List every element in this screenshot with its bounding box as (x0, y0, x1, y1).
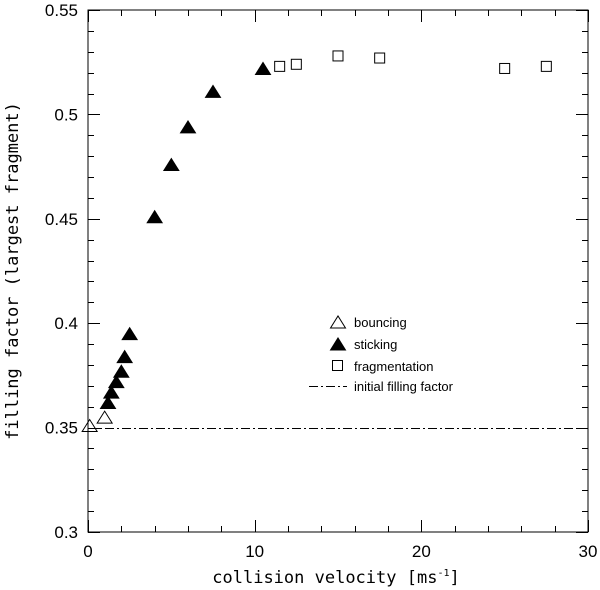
plot-frame (87, 9, 589, 533)
fragmentation-point (540, 60, 552, 72)
y-tick-label: 0.3 (54, 523, 78, 542)
x-axis-title-close: ] (449, 568, 459, 588)
fragmentation-point (290, 58, 302, 70)
minor-ticks (88, 10, 589, 533)
x-axis-title-text: collision velocity [ms (212, 568, 437, 588)
major-ticks (88, 10, 589, 533)
x-tick-labels: 0 10 20 30 (83, 542, 597, 561)
y-tick-label: 0.5 (54, 105, 78, 124)
fragmentation-point (274, 60, 286, 72)
sticking-point (254, 61, 272, 75)
x-axis-title: collision velocity [ms-1] (212, 568, 459, 588)
fragmentation-point (499, 62, 511, 74)
x-tick-label: 0 (83, 542, 92, 561)
x-tick-label: 20 (412, 542, 431, 561)
sticking-point (107, 374, 125, 389)
legend: bouncing sticking fragmentation initial … (309, 315, 454, 394)
sticking-point (102, 385, 120, 399)
fragmentation-point (332, 50, 344, 62)
x-tick-label: 10 (245, 542, 264, 561)
y-tick-label: 0.55 (45, 1, 78, 20)
sticking-point (121, 326, 139, 341)
legend-fragmentation-label: fragmentation (354, 359, 434, 374)
sticking-point (99, 395, 117, 410)
legend-bouncing-label: bouncing (354, 315, 407, 330)
y-tick-label: 0.35 (45, 419, 78, 438)
sticking-point (116, 349, 134, 364)
legend-initial-filling-factor-label: initial filling factor (354, 379, 454, 394)
sticking-point (112, 364, 130, 378)
x-axis-title-superscript: -1 (437, 568, 449, 579)
sticking-point (179, 119, 197, 134)
sticking-point (146, 209, 164, 224)
legend-bouncing-icon (329, 315, 347, 329)
legend-fragmentation-icon (332, 360, 343, 371)
legend-sticking-label: sticking (354, 337, 397, 352)
fragmentation-point (374, 52, 386, 64)
legend-sticking-icon (329, 337, 347, 351)
y-axis-title: filling factor (largest fragment) (3, 102, 23, 440)
x-tick-label: 30 (579, 542, 598, 561)
y-tick-label: 0.4 (54, 314, 78, 333)
sticking-point (204, 84, 222, 98)
data-markers (81, 50, 552, 433)
bouncing-point (96, 410, 114, 424)
y-tick-label: 0.45 (45, 210, 78, 229)
y-tick-labels: 0.3 0.35 0.4 0.45 0.5 0.55 (45, 1, 78, 542)
sticking-point (162, 157, 180, 172)
bouncing-point (81, 418, 99, 433)
